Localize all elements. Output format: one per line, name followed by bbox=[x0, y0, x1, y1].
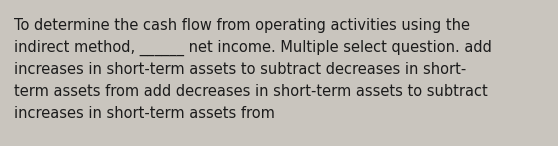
Text: increases in short-term assets from: increases in short-term assets from bbox=[14, 106, 275, 121]
Text: increases in short-term assets to subtract decreases in short-: increases in short-term assets to subtra… bbox=[14, 62, 466, 77]
Text: term assets from add decreases in short-term assets to subtract: term assets from add decreases in short-… bbox=[14, 84, 488, 99]
Text: To determine the cash flow from operating activities using the: To determine the cash flow from operatin… bbox=[14, 18, 470, 33]
Text: indirect method, ______ net income. Multiple select question. add: indirect method, ______ net income. Mult… bbox=[14, 40, 492, 56]
